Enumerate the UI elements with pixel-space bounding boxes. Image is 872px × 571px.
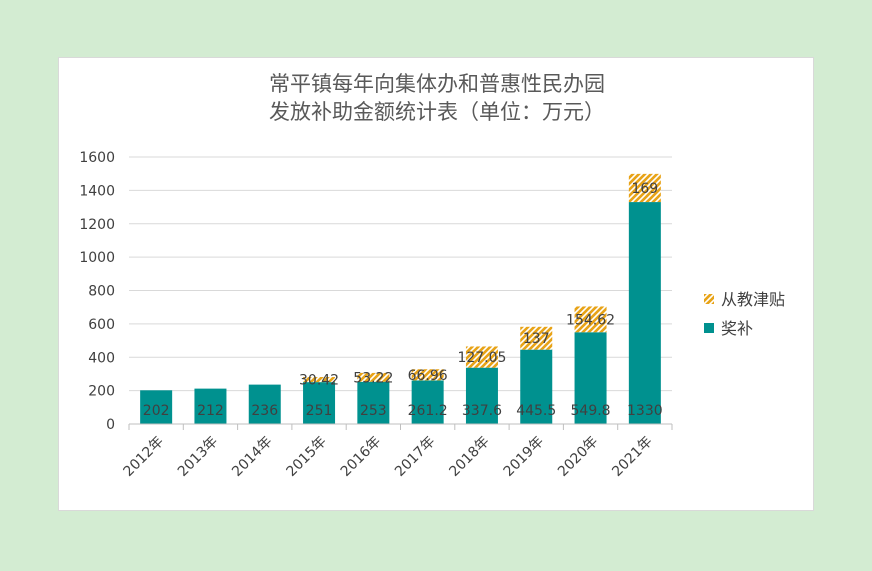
data-label-从教津贴: 127.05 — [457, 350, 506, 366]
bar-从教津贴 — [303, 377, 336, 383]
data-label-奖补: 549.8 — [571, 403, 611, 419]
x-tick-label: 2017年 — [392, 434, 438, 480]
data-label-奖补: 202 — [143, 403, 170, 419]
data-label-奖补: 445.5 — [516, 403, 556, 419]
data-label-奖补: 253 — [360, 403, 387, 419]
x-tick-label: 2013年 — [175, 434, 221, 480]
bar-奖补 — [140, 390, 173, 424]
data-label-从教津贴: 154.62 — [566, 312, 615, 328]
data-label-奖补: 236 — [251, 403, 278, 419]
bar-奖补 — [574, 332, 607, 424]
y-tick-label: 1600 — [79, 150, 115, 166]
x-tick-label: 2015年 — [283, 434, 329, 480]
x-tick-label: 2019年 — [501, 434, 547, 480]
y-tick-label: 600 — [88, 317, 115, 333]
y-tick-label: 800 — [88, 284, 115, 300]
x-tick-label: 2020年 — [555, 434, 601, 480]
data-label-从教津贴: 169 — [631, 181, 658, 197]
x-tick-label: 2021年 — [609, 434, 655, 480]
chart-title-line-2: 发放补助金额统计表（单位：万元） — [269, 100, 605, 124]
bar-奖补 — [303, 382, 336, 424]
legend: 从教津贴 奖补 — [704, 290, 785, 338]
chart-title-line-1: 常平镇每年向集体办和普惠性民办园 — [269, 72, 605, 96]
data-label-奖补: 261.2 — [408, 403, 448, 419]
bar-奖补 — [411, 380, 444, 424]
data-label-奖补: 1330 — [627, 403, 663, 419]
chart-title: 常平镇每年向集体办和普惠性民办园 发放补助金额统计表（单位：万元） — [269, 72, 605, 124]
y-tick-label: 1200 — [79, 217, 115, 233]
data-label-从教津贴: 53.22 — [353, 370, 393, 386]
x-axis: 2012年 2013年 2014年 2015年 2016年 2017年 2018年 2019年… — [121, 423, 673, 480]
legend-label-从教津贴: 从教津贴 — [721, 290, 785, 309]
data-labels: 202 212 236 251 30.42 253 53.22 261.2 66.96 337.6… — [143, 181, 663, 419]
bar-从教津贴 — [520, 326, 553, 350]
data-label-从教津贴: 137 — [523, 331, 550, 347]
legend-swatch-从教津贴 — [704, 294, 714, 304]
y-tick-label: 200 — [88, 384, 115, 400]
y-tick-label: 1000 — [79, 250, 115, 266]
x-tick-label: 2012年 — [121, 434, 167, 480]
bar-从教津贴 — [411, 369, 444, 381]
y-tick-label: 400 — [88, 350, 115, 366]
bar-奖补 — [520, 349, 553, 424]
x-tick-label: 2018年 — [446, 434, 492, 480]
chart-panel: 常平镇每年向集体办和普惠性民办园 发放补助金额统计表（单位：万元） 0 200 40… — [58, 57, 814, 511]
bar-从教津贴 — [465, 346, 498, 368]
data-label-从教津贴: 66.96 — [408, 368, 448, 384]
y-tick-label: 0 — [106, 417, 115, 433]
y-axis: 0 200 400 600 800 1000 1200 1400 1600 — [79, 150, 115, 433]
bar-奖补 — [465, 367, 498, 424]
bars — [140, 173, 661, 424]
bar-从教津贴 — [574, 306, 607, 333]
x-tick-label: 2014年 — [229, 434, 275, 480]
legend-swatch-奖补 — [704, 323, 714, 333]
bar-奖补 — [628, 202, 661, 424]
bar-从教津贴 — [357, 372, 390, 382]
chart-svg: 常平镇每年向集体办和普惠性民办园 发放补助金额统计表（单位：万元） 0 200 40… — [79, 72, 785, 480]
bar-奖补 — [357, 381, 390, 424]
bar-奖补 — [194, 388, 227, 424]
bar-从教津贴 — [628, 173, 661, 203]
bar-奖补 — [248, 384, 281, 424]
legend-label-奖补: 奖补 — [721, 319, 753, 338]
x-tick-label: 2016年 — [338, 434, 384, 480]
data-label-从教津贴: 30.42 — [299, 373, 339, 389]
y-tick-label: 1400 — [79, 183, 115, 199]
data-label-奖补: 251 — [306, 403, 333, 419]
data-label-奖补: 337.6 — [462, 403, 502, 419]
data-label-奖补: 212 — [197, 403, 224, 419]
